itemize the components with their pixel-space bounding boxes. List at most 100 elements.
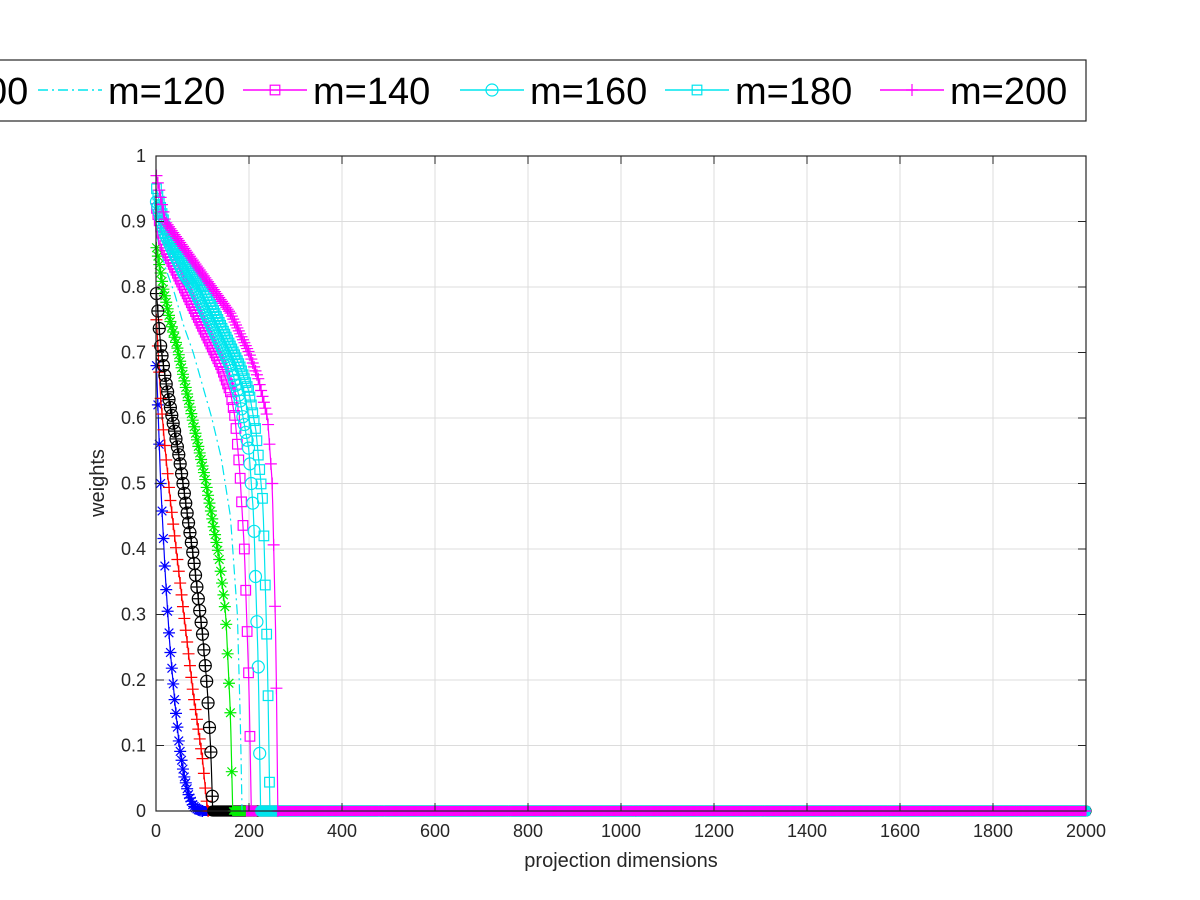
plus-marker (196, 752, 209, 765)
asterisk-marker (160, 583, 173, 596)
circle-plus-marker-cross (206, 790, 219, 803)
asterisk-marker (157, 532, 170, 545)
circle-plus-marker-cross (190, 580, 203, 593)
circle-plus-marker-cross (153, 322, 166, 335)
asterisk-marker (174, 355, 187, 368)
asterisk-marker (179, 381, 192, 394)
circle-plus-marker-cross (196, 628, 209, 641)
plus-marker (163, 481, 176, 494)
asterisk-marker (224, 706, 237, 719)
circle-plus-marker-cross (193, 604, 206, 617)
asterisk-marker (169, 707, 182, 720)
asterisk-marker (196, 460, 209, 473)
asterisk-marker (217, 588, 230, 601)
asterisk-marker (183, 791, 196, 804)
plus-marker (183, 659, 196, 672)
asterisk-marker (163, 626, 176, 639)
asterisk-marker (151, 250, 164, 263)
asterisk-marker (174, 745, 187, 758)
plus-marker (157, 423, 170, 436)
plus-marker (192, 723, 205, 736)
circle-plus-marker-cross (188, 557, 201, 570)
asterisk-marker (171, 721, 184, 734)
plus-marker (165, 506, 178, 519)
asterisk-marker (178, 374, 191, 387)
plus-marker (190, 713, 203, 726)
asterisk-marker (186, 414, 199, 427)
plus-marker (167, 518, 180, 531)
asterisk-marker (169, 336, 182, 349)
plus-marker (186, 683, 199, 696)
asterisk-marker (192, 440, 205, 453)
asterisk-marker (213, 553, 226, 566)
circle-plus-marker-cross (197, 643, 210, 656)
circle-plus-marker-cross (164, 401, 177, 414)
plus-marker (171, 553, 184, 566)
circle-plus-marker-cross (203, 721, 216, 734)
asterisk-marker (153, 258, 166, 271)
asterisk-marker (179, 776, 192, 789)
asterisk-marker (211, 544, 224, 557)
plus-marker (182, 647, 195, 660)
square-marker (220, 374, 232, 386)
plus-marker (193, 732, 206, 745)
asterisk-marker (181, 387, 194, 400)
plus-marker (195, 742, 208, 755)
asterisk-marker (202, 489, 215, 502)
asterisk-marker (200, 481, 213, 494)
asterisk-marker (199, 473, 212, 486)
circle-plus-marker-cross (158, 369, 171, 382)
asterisk-marker (178, 770, 191, 783)
asterisk-marker (193, 446, 206, 459)
plus-marker (185, 671, 198, 684)
circle-plus-marker-cross (168, 425, 181, 438)
plus-marker (189, 703, 202, 716)
circle-plus-marker-cross (186, 546, 199, 559)
asterisk-marker (172, 348, 185, 361)
asterisk-marker (189, 427, 202, 440)
plus-marker (154, 392, 167, 405)
asterisk-marker (158, 560, 171, 573)
asterisk-marker (171, 342, 184, 355)
asterisk-marker (188, 420, 201, 433)
plus-marker (176, 600, 189, 613)
circle-plus-marker-cross (163, 393, 176, 406)
circle-plus-marker-cross (160, 377, 173, 390)
series-4 (155, 234, 1086, 812)
circle-plus-marker-cross (167, 417, 180, 430)
asterisk-marker (175, 361, 188, 374)
asterisk-marker (168, 331, 181, 344)
asterisk-marker (221, 647, 234, 660)
asterisk-marker (154, 266, 167, 279)
asterisk-marker (204, 505, 217, 518)
asterisk-marker (185, 795, 198, 808)
circle-plus-marker-cross (169, 432, 182, 445)
asterisk-marker (156, 505, 169, 518)
asterisk-marker (164, 315, 177, 328)
asterisk-marker (218, 600, 231, 613)
asterisk-marker (167, 677, 180, 690)
plus-marker (199, 782, 212, 795)
plus-marker (168, 529, 181, 542)
plus-marker (188, 693, 201, 706)
asterisk-marker (203, 497, 216, 510)
asterisk-marker (209, 528, 222, 541)
plus-marker (158, 439, 171, 452)
asterisk-marker (182, 788, 195, 801)
asterisk-marker (168, 693, 181, 706)
circle-plus-marker-cross (200, 675, 213, 688)
plus-marker (175, 588, 188, 601)
asterisk-marker (157, 283, 170, 296)
circle-plus-marker-cross (189, 569, 202, 582)
asterisk-marker (156, 275, 169, 288)
asterisk-marker (151, 398, 164, 411)
asterisk-marker (175, 754, 188, 767)
asterisk-marker (223, 677, 236, 690)
asterisk-marker (161, 302, 174, 315)
circle-plus-marker-cross (202, 696, 215, 709)
plus-marker (160, 453, 173, 466)
plus-marker (164, 494, 177, 507)
circle-plus-marker-cross (161, 385, 174, 398)
asterisk-marker (210, 536, 223, 549)
asterisk-marker (190, 433, 203, 446)
